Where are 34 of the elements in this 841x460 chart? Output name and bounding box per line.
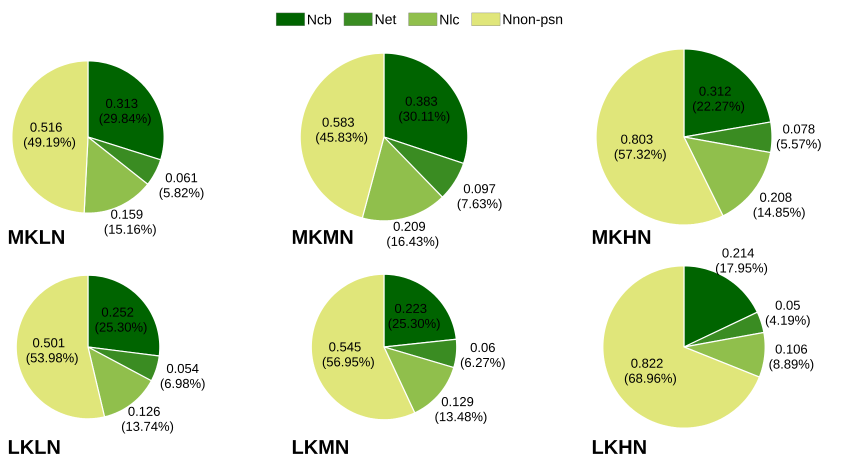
- data-label: 0.06 (6.27%): [460, 342, 505, 370]
- data-label: 0.313 (29.84%): [100, 98, 151, 126]
- text: LKHN: [592, 440, 646, 454]
- data-label: 0.159 (15.16%): [104, 210, 156, 236]
- text: MKHN: [592, 230, 650, 244]
- data-label: 0.061 (5.82%): [160, 173, 204, 200]
- text: LKLN: [8, 440, 60, 454]
- data-label: 0.822 (68.96%): [624, 358, 676, 386]
- data-label: 0.383 (30.11%): [399, 96, 450, 124]
- legend-label: Ncb: [308, 14, 332, 24]
- data-label: 0.097 (7.63%): [458, 184, 502, 211]
- data-label: 0.126 (13.74%): [122, 406, 174, 434]
- legend-label: Nnon-psn: [503, 14, 562, 27]
- legend-label: Nlc: [440, 14, 460, 24]
- legend-label: Net: [376, 14, 396, 24]
- data-label: 0.583 (45.83%): [316, 118, 368, 144]
- text: MKLN: [8, 230, 64, 244]
- data-label: 0.208 (14.85%): [754, 192, 805, 220]
- text: LKMN: [292, 440, 348, 454]
- data-label: 0.803 (57.32%): [614, 134, 666, 162]
- data-label: 0.223 (25.30%): [388, 304, 440, 331]
- text: MKMN: [292, 230, 352, 244]
- data-label: 0.078 (5.57%): [776, 124, 821, 152]
- data-label: 0.252 (25.30%): [95, 307, 147, 334]
- data-label: 0.129 (13.48%): [435, 397, 486, 424]
- data-label: 0.545 (56.95%): [322, 342, 374, 370]
- data-label: 0.054 (6.98%): [160, 364, 205, 391]
- data-label: 0.501 (53.98%): [26, 338, 78, 365]
- data-label: 0.05 (4.19%): [766, 300, 810, 328]
- data-label: 0.312 (22.27%): [692, 86, 744, 114]
- data-label: 0.214 (17.95%): [716, 248, 768, 276]
- data-label: 0.516 (49.19%): [24, 122, 76, 150]
- data-label: 0.106 (8.89%): [769, 344, 814, 372]
- data-label: 0.209 (16.43%): [387, 222, 438, 249]
